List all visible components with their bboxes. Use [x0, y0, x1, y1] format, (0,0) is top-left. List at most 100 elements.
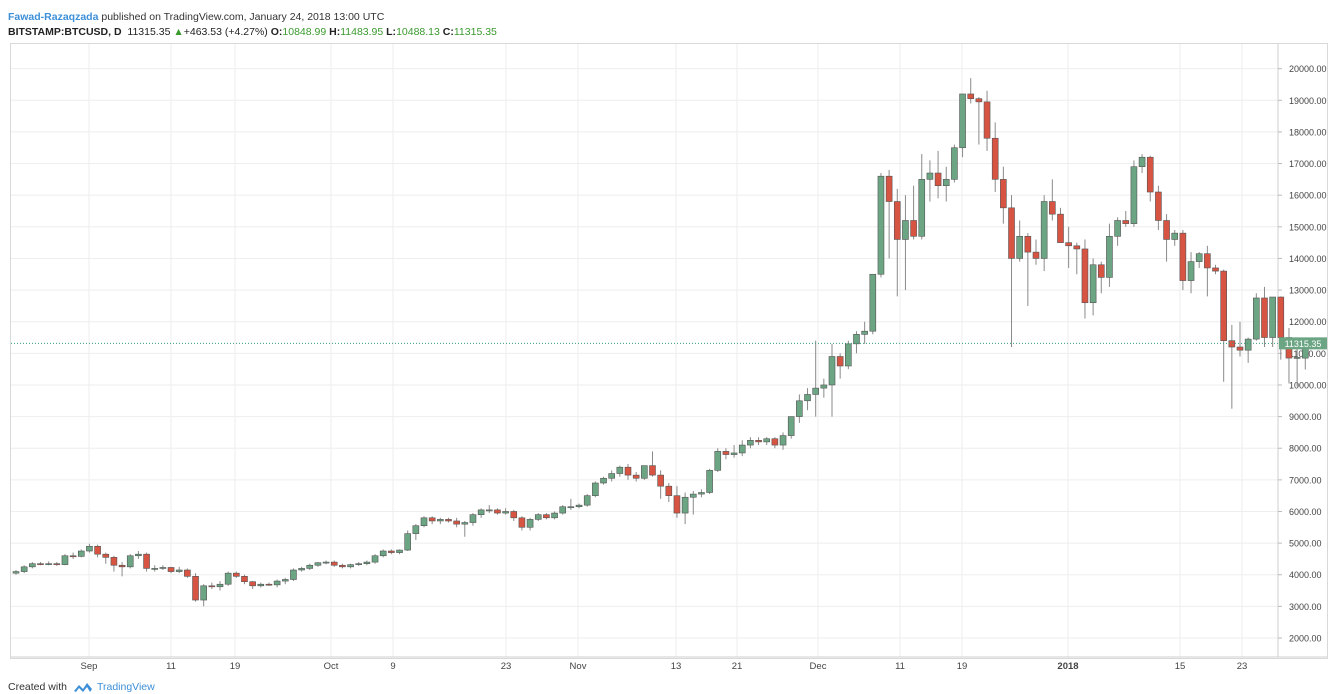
- candle-body: [787, 416, 795, 436]
- y-tick-label: 5000.00: [1289, 539, 1322, 549]
- candle-body: [485, 509, 493, 512]
- candle-body: [910, 220, 917, 237]
- candle-body: [502, 511, 509, 514]
- candle-body: [673, 495, 681, 514]
- candle-body: [551, 512, 558, 519]
- candle-body: [1261, 297, 1268, 338]
- candle-body: [1155, 191, 1162, 221]
- author-link[interactable]: Fawad-Razaqzada: [8, 11, 99, 23]
- candle-body: [1073, 245, 1081, 250]
- candle-body: [714, 451, 722, 471]
- candle-body: [1228, 340, 1236, 348]
- candle: [1261, 286, 1268, 348]
- candle: [143, 552, 150, 572]
- candle: [657, 470, 664, 499]
- candle-body: [1293, 357, 1301, 359]
- tradingview-icon: [73, 683, 92, 692]
- candle: [428, 516, 436, 525]
- symbol-info: BITSTAMP:BTCUSD, D 11315.35 ▲+463.53 (+4…: [8, 26, 497, 38]
- x-tick-label: 23: [501, 661, 512, 672]
- candle-body: [600, 477, 607, 484]
- candle-body: [1081, 248, 1089, 304]
- last-price: 11315.35: [127, 26, 171, 38]
- candle: [1146, 155, 1154, 202]
- candle: [1065, 226, 1072, 268]
- candle: [1097, 261, 1105, 294]
- candle-body: [1106, 235, 1113, 278]
- candle-body: [363, 561, 371, 564]
- x-tick-label: 2018: [1057, 661, 1078, 672]
- candle-body: [779, 435, 787, 446]
- candle-body: [298, 568, 305, 571]
- candle: [1163, 214, 1170, 262]
- candle: [347, 563, 354, 569]
- candle: [592, 481, 599, 498]
- y-tick-label: 20000.00: [1289, 64, 1327, 74]
- y-tick-label: 12000.00: [1289, 317, 1327, 327]
- candle-body: [437, 519, 444, 522]
- candle-body: [526, 519, 534, 528]
- candle-body: [543, 514, 550, 519]
- candle: [151, 565, 159, 572]
- candle: [1057, 207, 1064, 243]
- candle-body: [200, 585, 207, 601]
- candle: [1236, 321, 1244, 357]
- candle-body: [151, 568, 159, 570]
- candle: [110, 555, 118, 572]
- candle: [616, 465, 624, 477]
- candle-body: [273, 580, 281, 586]
- candle-body: [624, 466, 632, 476]
- up-arrow-icon: ▲: [173, 26, 184, 38]
- footer: Created with TradingView: [8, 681, 155, 693]
- candle-body: [951, 147, 958, 180]
- candle: [779, 432, 787, 450]
- x-tick-label: Dec: [810, 661, 827, 672]
- candle: [689, 490, 697, 515]
- x-tick-label: 19: [230, 661, 241, 672]
- candle: [1073, 242, 1081, 275]
- candle: [175, 566, 183, 574]
- candle-body: [1065, 242, 1072, 247]
- candle-body: [885, 175, 893, 202]
- candle-body: [281, 579, 289, 582]
- candle: [624, 464, 632, 480]
- candle-body: [681, 496, 689, 514]
- candle: [314, 562, 322, 567]
- candle: [804, 388, 811, 411]
- candle-body: [94, 545, 101, 555]
- candle-body: [1122, 220, 1130, 224]
- candle: [61, 554, 69, 566]
- candle-body: [877, 175, 885, 275]
- candle-body: [804, 394, 811, 402]
- candle-body: [812, 387, 819, 395]
- candle: [363, 560, 371, 566]
- candle-body: [469, 514, 477, 523]
- candle-body: [869, 273, 877, 332]
- candle-body: [959, 93, 966, 149]
- candle-body: [559, 506, 567, 514]
- candle-body: [534, 514, 542, 520]
- created-with-text: Created with: [8, 681, 67, 693]
- candle-body: [796, 400, 803, 417]
- candle: [1244, 337, 1252, 363]
- candle: [534, 513, 542, 521]
- candle-body: [339, 564, 346, 568]
- candle-body: [706, 470, 713, 493]
- x-tick-label: Sep: [81, 661, 98, 672]
- candle: [755, 437, 762, 446]
- candle-body: [233, 572, 240, 577]
- candle: [559, 505, 567, 515]
- candle-body: [738, 444, 746, 454]
- candle: [730, 445, 738, 458]
- price-change: +463.53 (+4.27%): [183, 26, 268, 38]
- candle-body: [224, 572, 232, 585]
- candle: [706, 468, 713, 495]
- candle: [1204, 245, 1211, 297]
- y-tick-label: 9000.00: [1289, 412, 1322, 422]
- candle-body: [1032, 251, 1040, 259]
- candle: [722, 448, 730, 460]
- candle: [412, 524, 420, 540]
- candle: [959, 93, 966, 158]
- tradingview-logo[interactable]: TradingView: [73, 681, 155, 693]
